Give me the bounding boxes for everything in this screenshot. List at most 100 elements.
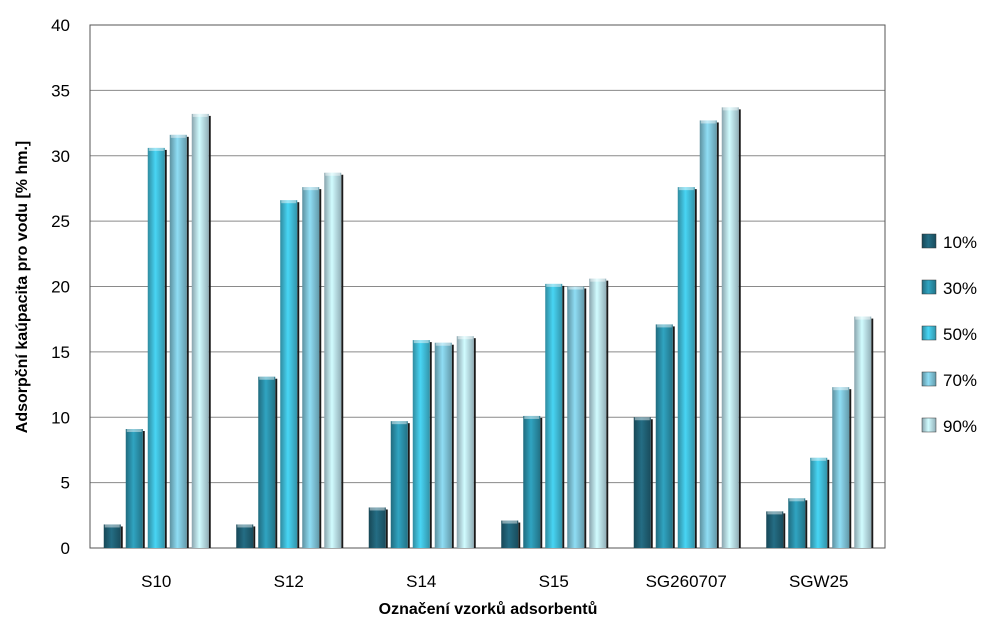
x-tick-label: SG260707 <box>646 572 727 591</box>
bar-shadow <box>275 378 278 548</box>
bar-top-highlight <box>435 342 451 346</box>
bar-shadow <box>540 417 543 548</box>
bar-shadow <box>518 522 521 548</box>
bar-top-highlight <box>170 134 186 138</box>
bar-top-highlight <box>325 172 341 176</box>
y-tick-label: 10 <box>51 408 70 427</box>
bar-S15-90% <box>589 278 607 548</box>
bar-SGW25-10% <box>766 511 784 548</box>
bar-shadow <box>164 149 167 548</box>
legend-swatch <box>921 417 937 433</box>
bar-S12-10% <box>236 524 254 548</box>
bar-top-highlight <box>546 283 562 287</box>
legend: 10% 30% 50% 70% 90% <box>921 233 977 436</box>
bar-shadow <box>650 419 653 548</box>
bar-top-highlight <box>811 457 827 461</box>
bar-top-highlight <box>281 200 297 204</box>
bar-shadow <box>562 285 565 548</box>
bar-shadow <box>716 122 719 548</box>
bar-top-highlight <box>259 376 275 380</box>
bar-shadow <box>319 189 322 548</box>
bar-top-highlight <box>413 340 429 344</box>
bar-top-highlight <box>789 498 805 502</box>
y-axis-ticks: 0 5 10 15 20 25 30 35 40 <box>51 16 70 558</box>
bar-top-highlight <box>502 520 518 524</box>
bar-shadow <box>407 423 410 548</box>
bar-shadow <box>805 500 808 548</box>
bar-shadow <box>827 459 830 548</box>
x-tick-label: S10 <box>141 572 171 591</box>
bar-shadow <box>120 526 123 548</box>
bar-SG260707-90% <box>721 107 739 548</box>
bar-S10-10% <box>103 524 121 548</box>
bar-S14-70% <box>434 342 452 548</box>
y-axis-title: Adsorpční kaúpacita pro vodu [% hm.] <box>14 141 31 433</box>
bar-S10-30% <box>125 429 143 548</box>
bars <box>103 107 874 548</box>
bar-shadow <box>385 509 388 548</box>
y-tick-label: 25 <box>51 212 70 231</box>
bar-S14-50% <box>412 340 430 548</box>
bar-shadow <box>606 280 609 548</box>
bar-shadow <box>849 389 852 548</box>
y-tick-label: 30 <box>51 147 70 166</box>
bar-top-highlight <box>568 286 584 290</box>
bar-shadow <box>871 318 874 548</box>
bar-S12-70% <box>302 187 320 548</box>
bar-S15-70% <box>567 286 585 548</box>
bar-S14-90% <box>456 336 474 548</box>
bar-top-highlight <box>656 324 672 328</box>
bar-S12-30% <box>258 376 276 548</box>
bar-top-highlight <box>524 415 540 419</box>
bar-top-highlight <box>722 107 738 111</box>
legend-swatch <box>921 279 937 295</box>
legend-label: 30% <box>943 279 977 298</box>
y-tick-label: 15 <box>51 343 70 362</box>
y-tick-label: 40 <box>51 16 70 35</box>
legend-label: 90% <box>943 417 977 436</box>
y-tick-label: 35 <box>51 81 70 100</box>
y-tick-label: 0 <box>61 539 70 558</box>
bar-top-highlight <box>457 336 473 340</box>
bar-top-highlight <box>634 417 650 421</box>
bar-shadow <box>253 526 256 548</box>
bar-shadow <box>738 109 741 548</box>
x-axis-ticks: S10 S12 S14 S15 SG260707 SGW25 <box>141 572 848 591</box>
bar-S10-70% <box>169 134 187 548</box>
bar-SG260707-30% <box>655 324 673 548</box>
bar-top-highlight <box>104 524 120 528</box>
gridlines <box>90 89 885 484</box>
x-tick-label: S12 <box>274 572 304 591</box>
bar-shadow <box>297 202 300 548</box>
bar-top-highlight <box>678 187 694 191</box>
bar-SGW25-50% <box>810 457 828 548</box>
bar-shadow <box>208 115 211 548</box>
bar-top-highlight <box>148 147 164 151</box>
bar-top-highlight <box>590 278 606 282</box>
bar-S12-50% <box>280 200 298 548</box>
bar-SGW25-90% <box>854 316 872 548</box>
bar-SG260707-70% <box>699 120 717 548</box>
y-tick-label: 20 <box>51 278 70 297</box>
bar-S15-10% <box>501 520 519 548</box>
x-tick-label: S14 <box>406 572 436 591</box>
bar-S12-90% <box>324 172 342 548</box>
x-axis-title: Označení vzorků adsorbentů <box>379 601 598 618</box>
bar-S10-90% <box>191 113 209 548</box>
bar-top-highlight <box>391 421 407 425</box>
legend-swatch <box>921 325 937 341</box>
bar-S15-30% <box>523 415 541 548</box>
legend-label: 10% <box>943 233 977 252</box>
bar-SGW25-30% <box>788 498 806 548</box>
bar-shadow <box>584 288 587 548</box>
bar-shadow <box>473 338 476 548</box>
bar-top-highlight <box>369 507 385 511</box>
bar-top-highlight <box>855 316 871 320</box>
bar-S14-10% <box>368 507 386 548</box>
legend-swatch <box>921 233 937 249</box>
bar-S15-50% <box>545 283 563 548</box>
bar-shadow <box>186 136 189 548</box>
bar-top-highlight <box>192 113 208 117</box>
bar-shadow <box>451 344 454 548</box>
